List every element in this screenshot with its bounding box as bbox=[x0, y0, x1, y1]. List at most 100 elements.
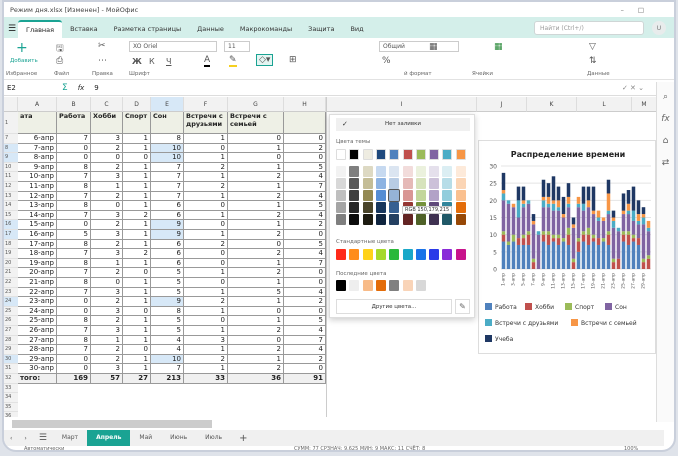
theme-shade-swatch[interactable] bbox=[429, 190, 440, 201]
table-cell[interactable]: 11-апр bbox=[18, 182, 57, 192]
table-cell[interactable]: 2 bbox=[284, 297, 326, 307]
table-cell[interactable]: 2 bbox=[123, 249, 151, 259]
table-cell[interactable]: 1 bbox=[91, 182, 123, 192]
table-cell[interactable]: 1 bbox=[184, 364, 228, 374]
table-cell[interactable]: 0 bbox=[228, 306, 284, 317]
theme-shade-swatch[interactable] bbox=[336, 178, 346, 189]
table-cell[interactable]: 27-апр bbox=[18, 335, 57, 346]
zoom-level[interactable]: 100% bbox=[624, 446, 639, 452]
table-cell[interactable]: 4 bbox=[284, 172, 326, 182]
theme-shade-swatch[interactable] bbox=[388, 189, 401, 202]
number-format-select[interactable]: Общий bbox=[379, 41, 459, 52]
table-cell[interactable]: 1 bbox=[123, 364, 151, 374]
table-cell[interactable]: 30-апр bbox=[18, 364, 57, 374]
table-cell[interactable]: 0 bbox=[91, 201, 123, 211]
table-cell[interactable]: 2 bbox=[91, 239, 123, 250]
maximize-button[interactable]: □ bbox=[637, 5, 644, 14]
theme-shade-swatch[interactable] bbox=[442, 190, 453, 201]
table-cell[interactable]: 2 bbox=[228, 230, 284, 240]
row-number[interactable]: 17 bbox=[4, 230, 18, 240]
table-cell[interactable]: 2 bbox=[184, 239, 228, 250]
row-number[interactable]: 19 bbox=[4, 249, 18, 259]
table-cell[interactable]: 1 bbox=[123, 172, 151, 182]
standard-swatch[interactable] bbox=[442, 249, 453, 260]
table-cell[interactable]: 2 bbox=[184, 162, 228, 173]
table-cell[interactable]: 2 bbox=[91, 354, 123, 365]
header-cell[interactable]: Спорт bbox=[123, 112, 151, 134]
table-cell[interactable]: 3 bbox=[91, 364, 123, 374]
theme-shade-swatch[interactable] bbox=[362, 190, 373, 201]
table-cell[interactable]: 6 bbox=[151, 249, 184, 259]
borders-icon[interactable]: ⊞ bbox=[289, 55, 297, 65]
table-cell[interactable]: 1 bbox=[123, 191, 151, 202]
table-cell[interactable]: 3 bbox=[91, 230, 123, 240]
table-cell[interactable]: 3 bbox=[184, 335, 228, 346]
table-cell[interactable]: 0 bbox=[123, 268, 151, 278]
table-cell[interactable]: 0 bbox=[123, 153, 151, 163]
table-cell[interactable]: 0 bbox=[284, 364, 326, 374]
theme-swatch[interactable] bbox=[336, 149, 346, 160]
theme-shade-swatch[interactable] bbox=[415, 178, 426, 189]
table-cell[interactable]: 0 bbox=[284, 153, 326, 163]
table-cell[interactable]: 4 bbox=[284, 249, 326, 259]
theme-shade-swatch[interactable] bbox=[389, 214, 400, 225]
row-number[interactable]: 7 bbox=[4, 134, 18, 144]
highlight-icon[interactable]: ✎ bbox=[229, 55, 237, 67]
table-cell[interactable]: 5 bbox=[151, 326, 184, 336]
table-cell[interactable]: 0 bbox=[184, 143, 228, 154]
theme-shade-swatch[interactable] bbox=[336, 166, 346, 177]
table-cell[interactable]: 1 bbox=[228, 201, 284, 211]
header-cell[interactable]: Сон bbox=[151, 112, 184, 134]
column-header-L[interactable]: L bbox=[577, 97, 632, 112]
table-cell[interactable]: 2 bbox=[284, 354, 326, 365]
table-cell[interactable]: 10-апр bbox=[18, 172, 57, 182]
table-cell[interactable]: 7 bbox=[57, 172, 91, 182]
theme-shade-swatch[interactable] bbox=[362, 214, 373, 225]
table-cell[interactable]: 2 bbox=[184, 182, 228, 192]
table-cell[interactable]: 2 bbox=[123, 210, 151, 221]
table-cell[interactable]: 0 bbox=[284, 134, 326, 144]
column-header-I[interactable]: I bbox=[327, 97, 477, 112]
table-cell[interactable]: 0 bbox=[284, 306, 326, 317]
table-cell[interactable]: 9 bbox=[151, 230, 184, 240]
recent-swatch[interactable] bbox=[362, 280, 373, 291]
table-cell[interactable]: 1 bbox=[184, 191, 228, 202]
table-cell[interactable]: 7 bbox=[284, 335, 326, 346]
table-cell[interactable]: 4 bbox=[284, 287, 326, 298]
row-number[interactable]: 24 bbox=[4, 297, 18, 307]
theme-shade-swatch[interactable] bbox=[362, 166, 373, 177]
table-cell[interactable]: 0 bbox=[123, 306, 151, 317]
table-cell[interactable]: 9-апр bbox=[18, 162, 57, 173]
table-cell[interactable]: 1 bbox=[123, 316, 151, 326]
row-number[interactable]: 8 bbox=[4, 143, 18, 154]
theme-shade-swatch[interactable] bbox=[455, 214, 466, 225]
table-cell[interactable]: 15-апр bbox=[18, 220, 57, 230]
table-cell[interactable]: 1 bbox=[123, 326, 151, 336]
table-cell[interactable]: 1 bbox=[228, 143, 284, 154]
theme-shade-swatch[interactable] bbox=[375, 166, 386, 177]
table-cell[interactable]: 0 bbox=[228, 134, 284, 144]
table-cell[interactable]: 2 bbox=[91, 162, 123, 173]
table-cell[interactable]: 7 bbox=[151, 191, 184, 202]
table-cell[interactable]: 0 bbox=[228, 239, 284, 250]
total-cell[interactable]: 91 bbox=[284, 374, 326, 384]
table-cell[interactable]: 1 bbox=[228, 258, 284, 269]
table-cell[interactable]: 7 bbox=[284, 258, 326, 269]
theme-shade-swatch[interactable] bbox=[362, 178, 373, 189]
theme-shade-swatch[interactable] bbox=[402, 214, 413, 225]
table-cell[interactable]: 18-апр bbox=[18, 249, 57, 259]
theme-shade-swatch[interactable] bbox=[389, 166, 400, 177]
theme-shade-swatch[interactable] bbox=[375, 214, 386, 225]
font-color-icon[interactable]: A bbox=[204, 55, 211, 67]
table-cell[interactable]: 2 bbox=[284, 143, 326, 154]
next-sheet-icon[interactable]: › bbox=[24, 434, 27, 442]
table-cell[interactable]: 8 bbox=[57, 162, 91, 173]
recent-swatch[interactable] bbox=[375, 280, 386, 291]
theme-swatch[interactable] bbox=[389, 149, 400, 160]
table-cell[interactable]: 3 bbox=[91, 306, 123, 317]
theme-shade-swatch[interactable] bbox=[375, 202, 386, 213]
recent-swatch[interactable] bbox=[389, 280, 400, 291]
row-number[interactable]: 1 bbox=[4, 112, 18, 134]
table-cell[interactable]: 1 bbox=[123, 239, 151, 250]
fill-color-button[interactable]: ◇▾ bbox=[256, 54, 274, 66]
